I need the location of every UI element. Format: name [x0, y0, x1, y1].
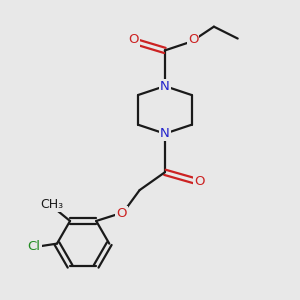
Text: Cl: Cl	[28, 240, 40, 253]
Text: O: O	[116, 207, 127, 220]
Text: O: O	[128, 33, 139, 46]
Text: CH₃: CH₃	[41, 197, 64, 211]
Text: O: O	[194, 175, 204, 188]
Text: N: N	[160, 127, 170, 140]
Text: N: N	[160, 80, 170, 93]
Text: O: O	[188, 33, 198, 46]
